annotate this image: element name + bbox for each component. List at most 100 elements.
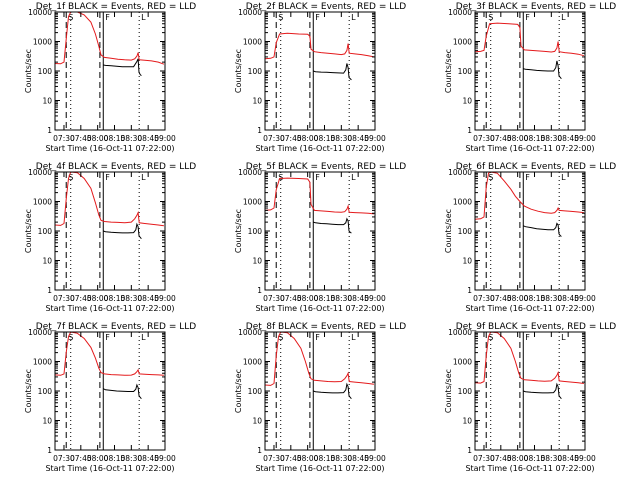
x-axis-label: Start Time (16-Oct-11 07:22:00) xyxy=(465,464,594,473)
x-tick-label: 08:30 xyxy=(541,454,563,463)
event-marker-label: S xyxy=(278,13,283,22)
x-tick-label: 08:15 xyxy=(524,294,546,303)
x-tick-label: 07:30 xyxy=(473,134,495,143)
event-marker-label: S xyxy=(488,333,493,342)
x-tick-label: 08:45 xyxy=(137,454,159,463)
x-axis-label: Start Time (16-Oct-11 07:22:00) xyxy=(45,144,174,153)
x-axis-label: Start Time (16-Oct-11 07:22:00) xyxy=(45,464,174,473)
x-tick-label: 08:30 xyxy=(331,294,353,303)
event-marker-label: F xyxy=(525,173,530,182)
x-tick-label: 07:30 xyxy=(473,454,495,463)
x-tick-label: 08:00 xyxy=(297,294,319,303)
panel-title: Det_2f BLACK = Events, RED = LLD xyxy=(246,2,406,12)
x-tick-label: 08:45 xyxy=(137,134,159,143)
y-tick-label: 1000 xyxy=(453,38,472,47)
y-tick-label: 10 xyxy=(42,97,52,106)
y-tick-label: 10 xyxy=(462,417,472,426)
event-marker-label: F xyxy=(315,173,320,182)
x-tick-label: 08:30 xyxy=(541,134,563,143)
y-tick-label: 100 xyxy=(248,387,263,396)
y-tick-label: 10 xyxy=(252,97,262,106)
x-tick-label: 08:30 xyxy=(541,294,563,303)
event-marker-label: L xyxy=(141,173,146,182)
x-tick-label: 07:45 xyxy=(70,454,92,463)
y-axis-label: Counts/sec xyxy=(24,369,33,413)
y-tick-label: 100 xyxy=(248,227,263,236)
x-tick-label: 08:15 xyxy=(314,454,336,463)
lld-series-line xyxy=(54,171,164,227)
x-tick-label: 07:45 xyxy=(490,294,512,303)
lld-series-line xyxy=(474,331,584,384)
panel-title: Det_9f BLACK = Events, RED = LLD xyxy=(456,322,616,332)
y-axis-label: Counts/sec xyxy=(444,209,453,253)
event-marker-label: F xyxy=(525,333,530,342)
event-marker-label: S xyxy=(488,13,493,22)
event-marker-label: L xyxy=(351,173,356,182)
lld-series-line xyxy=(474,171,584,220)
x-tick-label: 07:30 xyxy=(263,454,285,463)
x-tick-label: 07:45 xyxy=(280,294,302,303)
x-tick-label: 09:00 xyxy=(364,134,386,143)
x-axis-label: Start Time (16-Oct-11 07:22:00) xyxy=(465,304,594,313)
x-tick-label: 09:00 xyxy=(574,134,596,143)
events-series-line xyxy=(313,382,352,400)
x-tick-label: 08:00 xyxy=(297,134,319,143)
x-tick-label: 08:45 xyxy=(347,454,369,463)
y-tick-label: 1000 xyxy=(243,358,262,367)
y-tick-label: 1 xyxy=(47,126,52,135)
x-tick-label: 08:00 xyxy=(507,454,529,463)
event-marker-label: L xyxy=(141,333,146,342)
events-series-line xyxy=(523,222,562,237)
lld-series-line xyxy=(264,331,374,386)
x-tick-label: 08:15 xyxy=(314,134,336,143)
x-tick-label: 09:00 xyxy=(574,454,596,463)
y-axis-label: Counts/sec xyxy=(234,209,243,253)
y-tick-label: 1 xyxy=(257,446,262,455)
x-tick-label: 08:15 xyxy=(104,454,126,463)
x-tick-label: 08:00 xyxy=(87,294,109,303)
event-marker-label: L xyxy=(141,13,146,22)
panel-title: Det_6f BLACK = Events, RED = LLD xyxy=(456,162,616,172)
events-series-line xyxy=(523,60,562,80)
event-marker-label: S xyxy=(68,333,73,342)
x-tick-label: 07:45 xyxy=(280,134,302,143)
x-tick-label: 08:15 xyxy=(104,294,126,303)
y-tick-label: 10000 xyxy=(238,8,262,17)
x-tick-label: 07:30 xyxy=(263,134,285,143)
event-marker-label: L xyxy=(351,13,356,22)
y-tick-label: 1 xyxy=(47,446,52,455)
event-marker-label: L xyxy=(351,333,356,342)
y-tick-label: 100 xyxy=(38,227,53,236)
lld-series-line xyxy=(54,331,164,376)
y-tick-label: 100 xyxy=(458,67,473,76)
event-marker-label: L xyxy=(561,333,566,342)
y-tick-label: 10000 xyxy=(28,328,52,337)
x-tick-label: 08:45 xyxy=(137,294,159,303)
x-tick-label: 08:00 xyxy=(87,134,109,143)
x-axis-label: Start Time (16-Oct-11 07:22:00) xyxy=(465,144,594,153)
x-tick-label: 07:30 xyxy=(473,294,495,303)
y-tick-label: 1000 xyxy=(453,358,472,367)
y-tick-label: 10 xyxy=(252,417,262,426)
x-tick-label: 09:00 xyxy=(154,294,176,303)
x-tick-label: 08:00 xyxy=(507,294,529,303)
x-tick-label: 09:00 xyxy=(364,294,386,303)
y-tick-label: 10000 xyxy=(28,168,52,177)
y-tick-label: 1 xyxy=(467,126,472,135)
y-tick-label: 10 xyxy=(252,257,262,266)
event-marker-label: L xyxy=(561,173,566,182)
events-series-line xyxy=(103,222,142,240)
event-marker-label: F xyxy=(525,13,530,22)
x-axis-label: Start Time (16-Oct-11 07:22:00) xyxy=(255,304,384,313)
x-axis-label: Start Time (16-Oct-11 07:22:00) xyxy=(45,304,174,313)
x-tick-label: 07:45 xyxy=(490,454,512,463)
y-tick-label: 1 xyxy=(257,126,262,135)
x-tick-label: 07:30 xyxy=(53,454,75,463)
event-marker-label: F xyxy=(105,13,110,22)
x-tick-label: 08:45 xyxy=(347,294,369,303)
x-tick-label: 09:00 xyxy=(364,454,386,463)
events-series-line xyxy=(103,58,142,76)
